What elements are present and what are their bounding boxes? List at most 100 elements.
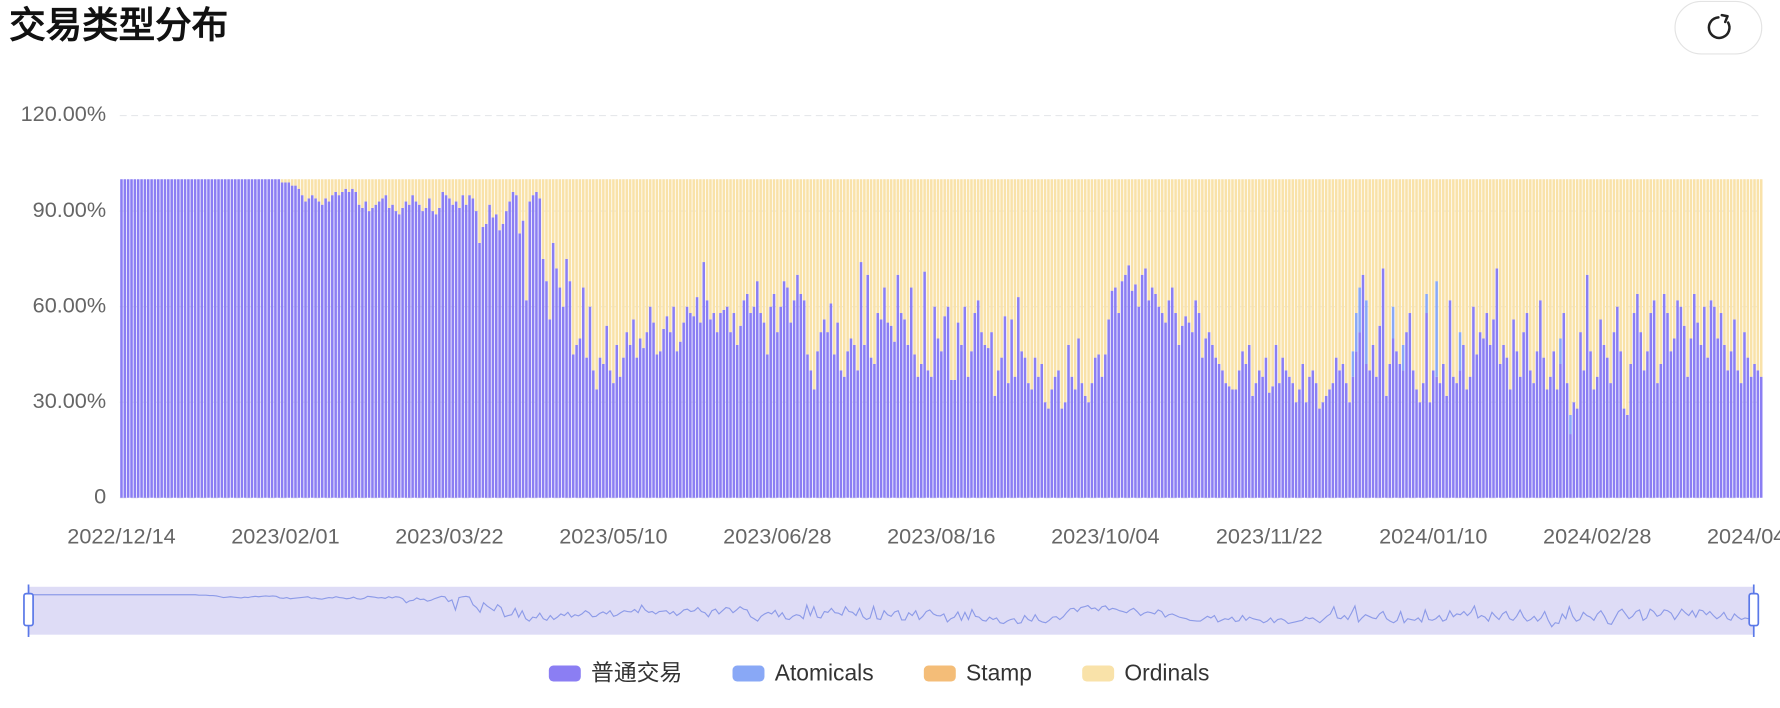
zoom-handle[interactable] <box>23 592 34 627</box>
bar-segment <box>1214 179 1218 358</box>
bar-segment <box>277 179 281 498</box>
bar-segment <box>1191 179 1194 333</box>
bar-segment <box>1632 179 1636 314</box>
bar-segment <box>146 179 150 498</box>
bar-segment <box>1716 179 1719 339</box>
zoom-handle[interactable] <box>1748 592 1760 627</box>
bar-segment <box>956 179 960 323</box>
bar-segment <box>1067 344 1070 498</box>
bar-segment <box>1676 179 1679 301</box>
bar-segment <box>1492 319 1495 498</box>
bar-segment <box>1130 290 1134 498</box>
bar-segment <box>1448 300 1452 498</box>
bar-segment <box>1462 344 1465 498</box>
bar-segment <box>1749 179 1753 377</box>
bar-segment <box>1030 389 1033 498</box>
bar-segment <box>585 179 588 358</box>
bar-segment <box>1187 179 1191 323</box>
bar-segment <box>324 198 327 498</box>
legend-item[interactable]: 普通交易 <box>548 660 682 686</box>
bar-segment <box>772 293 776 498</box>
bar-segment <box>802 300 806 498</box>
bar-segment <box>555 268 558 498</box>
refresh-button-frame[interactable] <box>1674 0 1763 55</box>
bar-segment <box>1448 179 1452 301</box>
bar-segment <box>1334 357 1338 498</box>
bar-segment <box>1361 274 1365 498</box>
bar-segment <box>1753 179 1756 364</box>
bar-segment <box>779 179 782 307</box>
bar-segment <box>1549 376 1552 498</box>
bar-segment <box>695 179 699 298</box>
bar-segment <box>1214 357 1218 498</box>
bar-segment <box>722 179 726 310</box>
bar-segment <box>1063 179 1067 403</box>
bar-segment <box>1301 363 1305 498</box>
bar-segment <box>471 198 475 498</box>
bar-segment <box>1221 370 1224 498</box>
bar-segment <box>1552 179 1556 352</box>
bar-segment <box>300 195 304 498</box>
bar-segment <box>1097 354 1100 498</box>
zoom-track[interactable] <box>28 586 1754 635</box>
bar-segment <box>1515 351 1519 498</box>
bar-segment <box>404 179 408 202</box>
bar-segment <box>1365 300 1368 364</box>
bar-segment <box>237 179 240 498</box>
bar-segment <box>853 344 856 498</box>
bar-segment <box>1672 338 1676 498</box>
bar-segment <box>735 344 739 498</box>
bar-segment <box>1458 370 1462 498</box>
x-tick-label: 2023/03/22 <box>395 523 503 548</box>
bar-segment <box>1184 316 1187 498</box>
legend-item[interactable]: Ordinals <box>1082 660 1209 686</box>
bar-segment <box>411 179 414 196</box>
bar-segment <box>950 179 953 380</box>
bar-segment <box>197 179 200 498</box>
bar-segment <box>498 230 501 498</box>
bar-segment <box>699 179 702 323</box>
x-tick-label: 2023/10/04 <box>1051 523 1159 548</box>
bar-segment <box>766 179 769 355</box>
bar-segment <box>1047 179 1050 409</box>
bar-segment <box>157 179 160 498</box>
bar-segment <box>140 179 143 498</box>
legend-item[interactable]: Atomicals <box>732 660 874 686</box>
bar-segment <box>829 179 833 304</box>
bar-segment <box>729 179 732 333</box>
bar-segment <box>1672 179 1676 339</box>
bar-segment <box>789 322 793 498</box>
bar-segment <box>1378 179 1381 326</box>
bar-segment <box>160 179 163 498</box>
bar-segment <box>505 179 508 212</box>
bar-segment <box>531 195 535 498</box>
bar-segment <box>1094 357 1097 498</box>
bar-segment <box>1415 389 1418 498</box>
bar-segment <box>1435 376 1438 498</box>
bar-segment <box>474 179 478 212</box>
bar-segment <box>1398 179 1402 364</box>
bar-segment <box>946 179 950 307</box>
bar-segment <box>1639 179 1643 333</box>
bar-segment <box>1177 179 1181 345</box>
bar-segment <box>896 274 900 498</box>
bar-segment <box>1127 179 1131 266</box>
bar-segment <box>1371 179 1375 345</box>
bar-segment <box>1485 179 1489 314</box>
bar-segment <box>1284 179 1288 371</box>
bar-segment <box>381 179 384 199</box>
refresh-button[interactable] <box>1674 0 1763 55</box>
bar-segment <box>1418 402 1422 498</box>
bar-segment <box>1083 179 1087 396</box>
bar-segment <box>1431 179 1435 371</box>
bar-segment <box>1723 344 1726 498</box>
bar-segment <box>682 322 685 498</box>
bar-segment <box>327 201 331 498</box>
legend-item[interactable]: Stamp <box>923 660 1032 686</box>
bar-segment <box>1391 306 1395 339</box>
bar-segment <box>628 344 632 498</box>
legend-swatch <box>923 665 956 682</box>
bar-segment <box>1743 179 1746 333</box>
bar-segment <box>702 179 706 263</box>
bar-segment <box>1344 383 1348 498</box>
